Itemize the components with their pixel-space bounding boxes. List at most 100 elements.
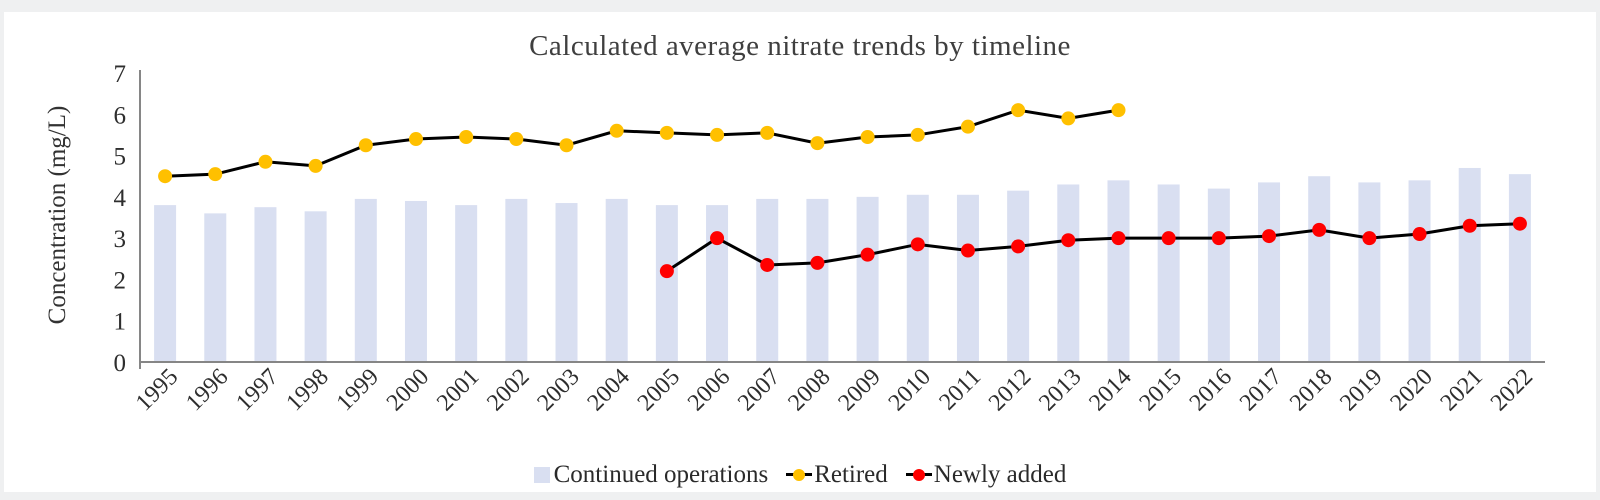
- retired-line: [165, 108, 1119, 178]
- newly-added-point: [710, 231, 725, 246]
- legend-item-retired[interactable]: Retired: [786, 461, 888, 489]
- x-tick-label: 2003: [532, 364, 584, 416]
- legend-label-retired: Retired: [814, 461, 888, 488]
- legend-marker-newly-added: [905, 468, 932, 482]
- retired-point: [710, 127, 725, 142]
- bar-2000: [404, 200, 427, 362]
- bar-2016: [1207, 188, 1230, 362]
- x-tick-label: 2013: [1034, 364, 1086, 416]
- newly-added-point: [860, 247, 875, 262]
- newly-added-point: [1362, 231, 1377, 246]
- retired-point: [308, 158, 323, 173]
- newly-added-point: [1462, 218, 1477, 233]
- bar-1995: [154, 205, 177, 362]
- retired-point: [1061, 111, 1076, 126]
- bar-2020: [1408, 180, 1431, 362]
- x-tick-label: 2009: [834, 364, 886, 416]
- y-tick-label: 7: [114, 61, 127, 88]
- newly-added-point: [1312, 222, 1327, 237]
- x-tick-label: 2005: [633, 364, 685, 416]
- legend-item-continued-operations[interactable]: Continued operations: [533, 461, 769, 489]
- chart-title: Calculated average nitrate trends by tim…: [529, 30, 1071, 62]
- bar-2013: [1057, 184, 1080, 362]
- bar-2007: [756, 198, 779, 362]
- x-tick-label: 2012: [984, 364, 1036, 416]
- retired-point: [559, 138, 574, 153]
- retired-point: [760, 125, 775, 140]
- retired-point: [1011, 103, 1026, 118]
- newly-added-line: [666, 222, 1520, 273]
- x-tick-label: 1998: [282, 364, 334, 416]
- newly-added-point: [1011, 239, 1026, 254]
- x-tick-label: 2018: [1285, 364, 1337, 416]
- bar-2015: [1157, 184, 1180, 362]
- newly-added-point: [910, 237, 925, 252]
- newly-added-point: [1412, 227, 1427, 242]
- newly-added-point: [1211, 231, 1226, 246]
- x-tick-label: 2001: [432, 364, 484, 416]
- y-tick-label: 5: [114, 144, 127, 171]
- legend: Continued operations Retired Newly added: [0, 458, 1600, 492]
- retired-point: [1111, 103, 1126, 118]
- x-tick-label: 1995: [131, 364, 183, 416]
- retired-point: [659, 125, 674, 140]
- x-tick-label: 2007: [733, 364, 785, 416]
- y-tick-label: 6: [114, 102, 127, 129]
- x-tick-label: 2021: [1436, 364, 1488, 416]
- bar-1997: [254, 207, 277, 362]
- retired-point: [810, 136, 825, 151]
- retired-point: [860, 129, 875, 144]
- bar-1999: [354, 198, 377, 362]
- x-tick-label: 2004: [583, 364, 635, 416]
- bar-2002: [505, 198, 528, 362]
- retired-point: [960, 119, 975, 134]
- bar-2014: [1107, 180, 1130, 362]
- legend-item-newly-added[interactable]: Newly added: [905, 461, 1066, 489]
- retired-point: [408, 132, 423, 147]
- bar-2019: [1358, 182, 1381, 362]
- bar-2008: [806, 198, 829, 362]
- bar-2018: [1308, 176, 1331, 362]
- retired-point: [258, 154, 273, 169]
- bar-1996: [204, 213, 227, 362]
- bar-2012: [1007, 190, 1030, 362]
- bar-2017: [1258, 182, 1281, 362]
- bar-2011: [956, 194, 979, 362]
- bar-2001: [455, 205, 478, 362]
- legend-marker-retired: [786, 468, 813, 482]
- x-tick-label: 2016: [1185, 364, 1237, 416]
- y-tick-label: 0: [114, 350, 127, 377]
- bar-1998: [304, 211, 327, 362]
- x-tick-label: 2000: [382, 364, 434, 416]
- x-tick-label: 1996: [181, 364, 233, 416]
- legend-dot-newly-added-icon: [912, 469, 925, 481]
- y-tick-label: 2: [114, 267, 127, 294]
- x-tick-label: 2015: [1135, 364, 1187, 416]
- bar-2003: [555, 203, 578, 362]
- newly-added-point: [1161, 231, 1176, 246]
- x-tick-label: 2010: [884, 364, 936, 416]
- retired-point: [459, 129, 474, 144]
- legend-swatch-continued-operations: [533, 467, 550, 483]
- legend-label-continued-operations: Continued operations: [553, 461, 769, 488]
- bar-2022: [1508, 174, 1531, 362]
- newly-added-point: [1262, 229, 1277, 244]
- newly-added-point: [659, 264, 674, 279]
- retired-point: [208, 167, 223, 182]
- retired-point: [358, 138, 373, 153]
- x-tick-label: 2019: [1335, 364, 1387, 416]
- x-tick-label: 2011: [934, 364, 986, 416]
- bar-2006: [706, 205, 729, 362]
- newly-added-point: [760, 257, 775, 272]
- x-tick-label: 2020: [1385, 364, 1437, 416]
- x-tick-label: 2002: [482, 364, 534, 416]
- x-tick-label: 2022: [1486, 364, 1538, 416]
- bar-2009: [856, 196, 879, 362]
- x-tick-label: 2006: [683, 364, 735, 416]
- bar-2021: [1458, 167, 1481, 362]
- y-tick-label: 3: [114, 226, 127, 253]
- newly-added-point: [960, 243, 975, 258]
- legend-dot-retired-icon: [793, 469, 806, 481]
- y-tick-label: 1: [114, 309, 127, 336]
